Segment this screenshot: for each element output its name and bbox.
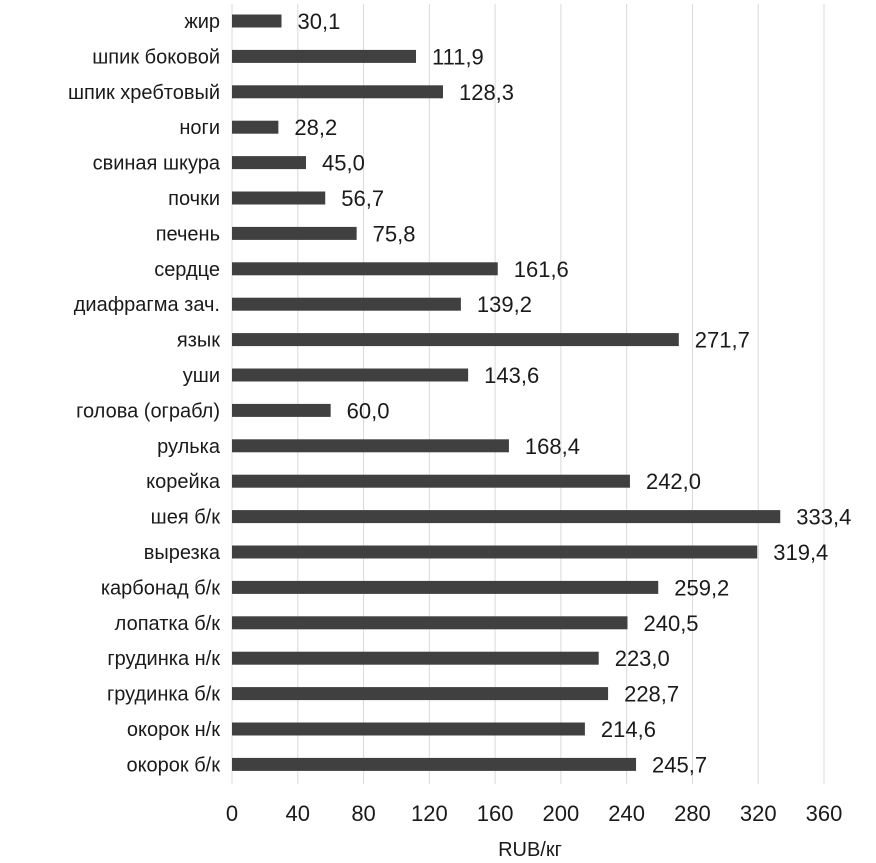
category-label: почки <box>168 188 220 210</box>
x-tick-label: 240 <box>608 801 645 826</box>
bar <box>232 156 306 170</box>
category-label: свиная шкура <box>93 153 221 175</box>
category-label: шея б/к <box>151 507 221 529</box>
bars <box>232 14 781 771</box>
data-label: 56,7 <box>341 186 384 211</box>
x-tick-label: 40 <box>286 801 310 826</box>
value-labels: 30,1 111,9 128,3 28,2 45,0 56,7 75,8 161,6 139,2… <box>294 9 851 777</box>
bar <box>232 85 443 99</box>
category-label: диафрагма зач. <box>74 294 220 316</box>
bar <box>232 616 628 630</box>
x-tick-label: 160 <box>477 801 514 826</box>
category-labels: жир шпик боковой шпик хребтовый ноги свиная … <box>68 11 221 776</box>
data-label: 245,7 <box>652 752 707 777</box>
bar <box>232 297 461 311</box>
bar <box>232 368 469 382</box>
category-label: шпик хребтовый <box>68 82 220 104</box>
data-label: 333,4 <box>796 505 851 530</box>
bar <box>232 14 282 28</box>
category-label: вырезка <box>144 542 221 564</box>
category-label: рулька <box>157 436 221 458</box>
bar <box>232 333 679 347</box>
data-label: 271,7 <box>695 328 750 353</box>
data-label: 240,5 <box>643 611 698 636</box>
category-label: ноги <box>179 117 220 139</box>
bar <box>232 474 630 488</box>
data-label: 161,6 <box>514 257 569 282</box>
data-label: 45,0 <box>322 151 365 176</box>
data-label: 242,0 <box>646 469 701 494</box>
x-tick-label: 80 <box>351 801 375 826</box>
bar <box>232 439 509 453</box>
bar <box>232 651 599 665</box>
x-tick-labels: 0 40 80 120 160 200 240 280 320 360 <box>226 801 842 826</box>
data-label: 75,8 <box>373 221 416 246</box>
data-label: 143,6 <box>484 363 539 388</box>
x-tick-label: 320 <box>740 801 777 826</box>
category-label: голова (ограбл) <box>76 400 220 422</box>
data-label: 128,3 <box>459 80 514 105</box>
category-label: уши <box>183 365 220 387</box>
x-axis-title: RUB/кг <box>498 839 562 861</box>
x-tick-label: 280 <box>674 801 711 826</box>
bar <box>232 687 609 701</box>
category-label: печень <box>156 223 220 245</box>
data-label: 30,1 <box>297 9 340 34</box>
x-tick-label: 360 <box>806 801 843 826</box>
data-label: 139,2 <box>477 292 532 317</box>
category-label: корейка <box>146 471 221 493</box>
bar <box>232 120 279 134</box>
bar <box>232 226 357 240</box>
bar <box>232 191 326 205</box>
data-label: 28,2 <box>294 115 337 140</box>
data-label: 319,4 <box>773 540 828 565</box>
x-tick-label: 120 <box>411 801 448 826</box>
bar <box>232 757 637 771</box>
bar <box>232 545 758 559</box>
category-label: лопатка б/к <box>115 613 221 635</box>
data-label: 168,4 <box>525 434 580 459</box>
gridlines <box>231 4 825 784</box>
data-label: 111,9 <box>432 44 484 69</box>
data-label: 223,0 <box>615 646 670 671</box>
category-label: грудинка н/к <box>107 648 220 670</box>
bar <box>232 510 781 524</box>
category-label: окорок н/к <box>127 719 220 741</box>
category-label: карбонад б/к <box>101 577 220 599</box>
category-label: жир <box>184 11 220 33</box>
data-label: 259,2 <box>674 575 729 600</box>
x-tick-label: 200 <box>543 801 580 826</box>
bar <box>232 49 417 63</box>
bar <box>232 722 585 736</box>
data-label: 214,6 <box>601 717 656 742</box>
data-label: 228,7 <box>624 682 679 707</box>
data-label: 60,0 <box>347 398 390 423</box>
category-label: окорок б/к <box>126 754 220 776</box>
category-label: шпик боковой <box>92 46 220 68</box>
bar <box>232 580 659 594</box>
category-label: сердце <box>154 259 220 281</box>
category-label: язык <box>177 330 220 352</box>
category-label: грудинка б/к <box>107 684 220 706</box>
x-tick-label: 0 <box>226 801 238 826</box>
bar <box>232 403 331 417</box>
bar <box>232 262 498 276</box>
